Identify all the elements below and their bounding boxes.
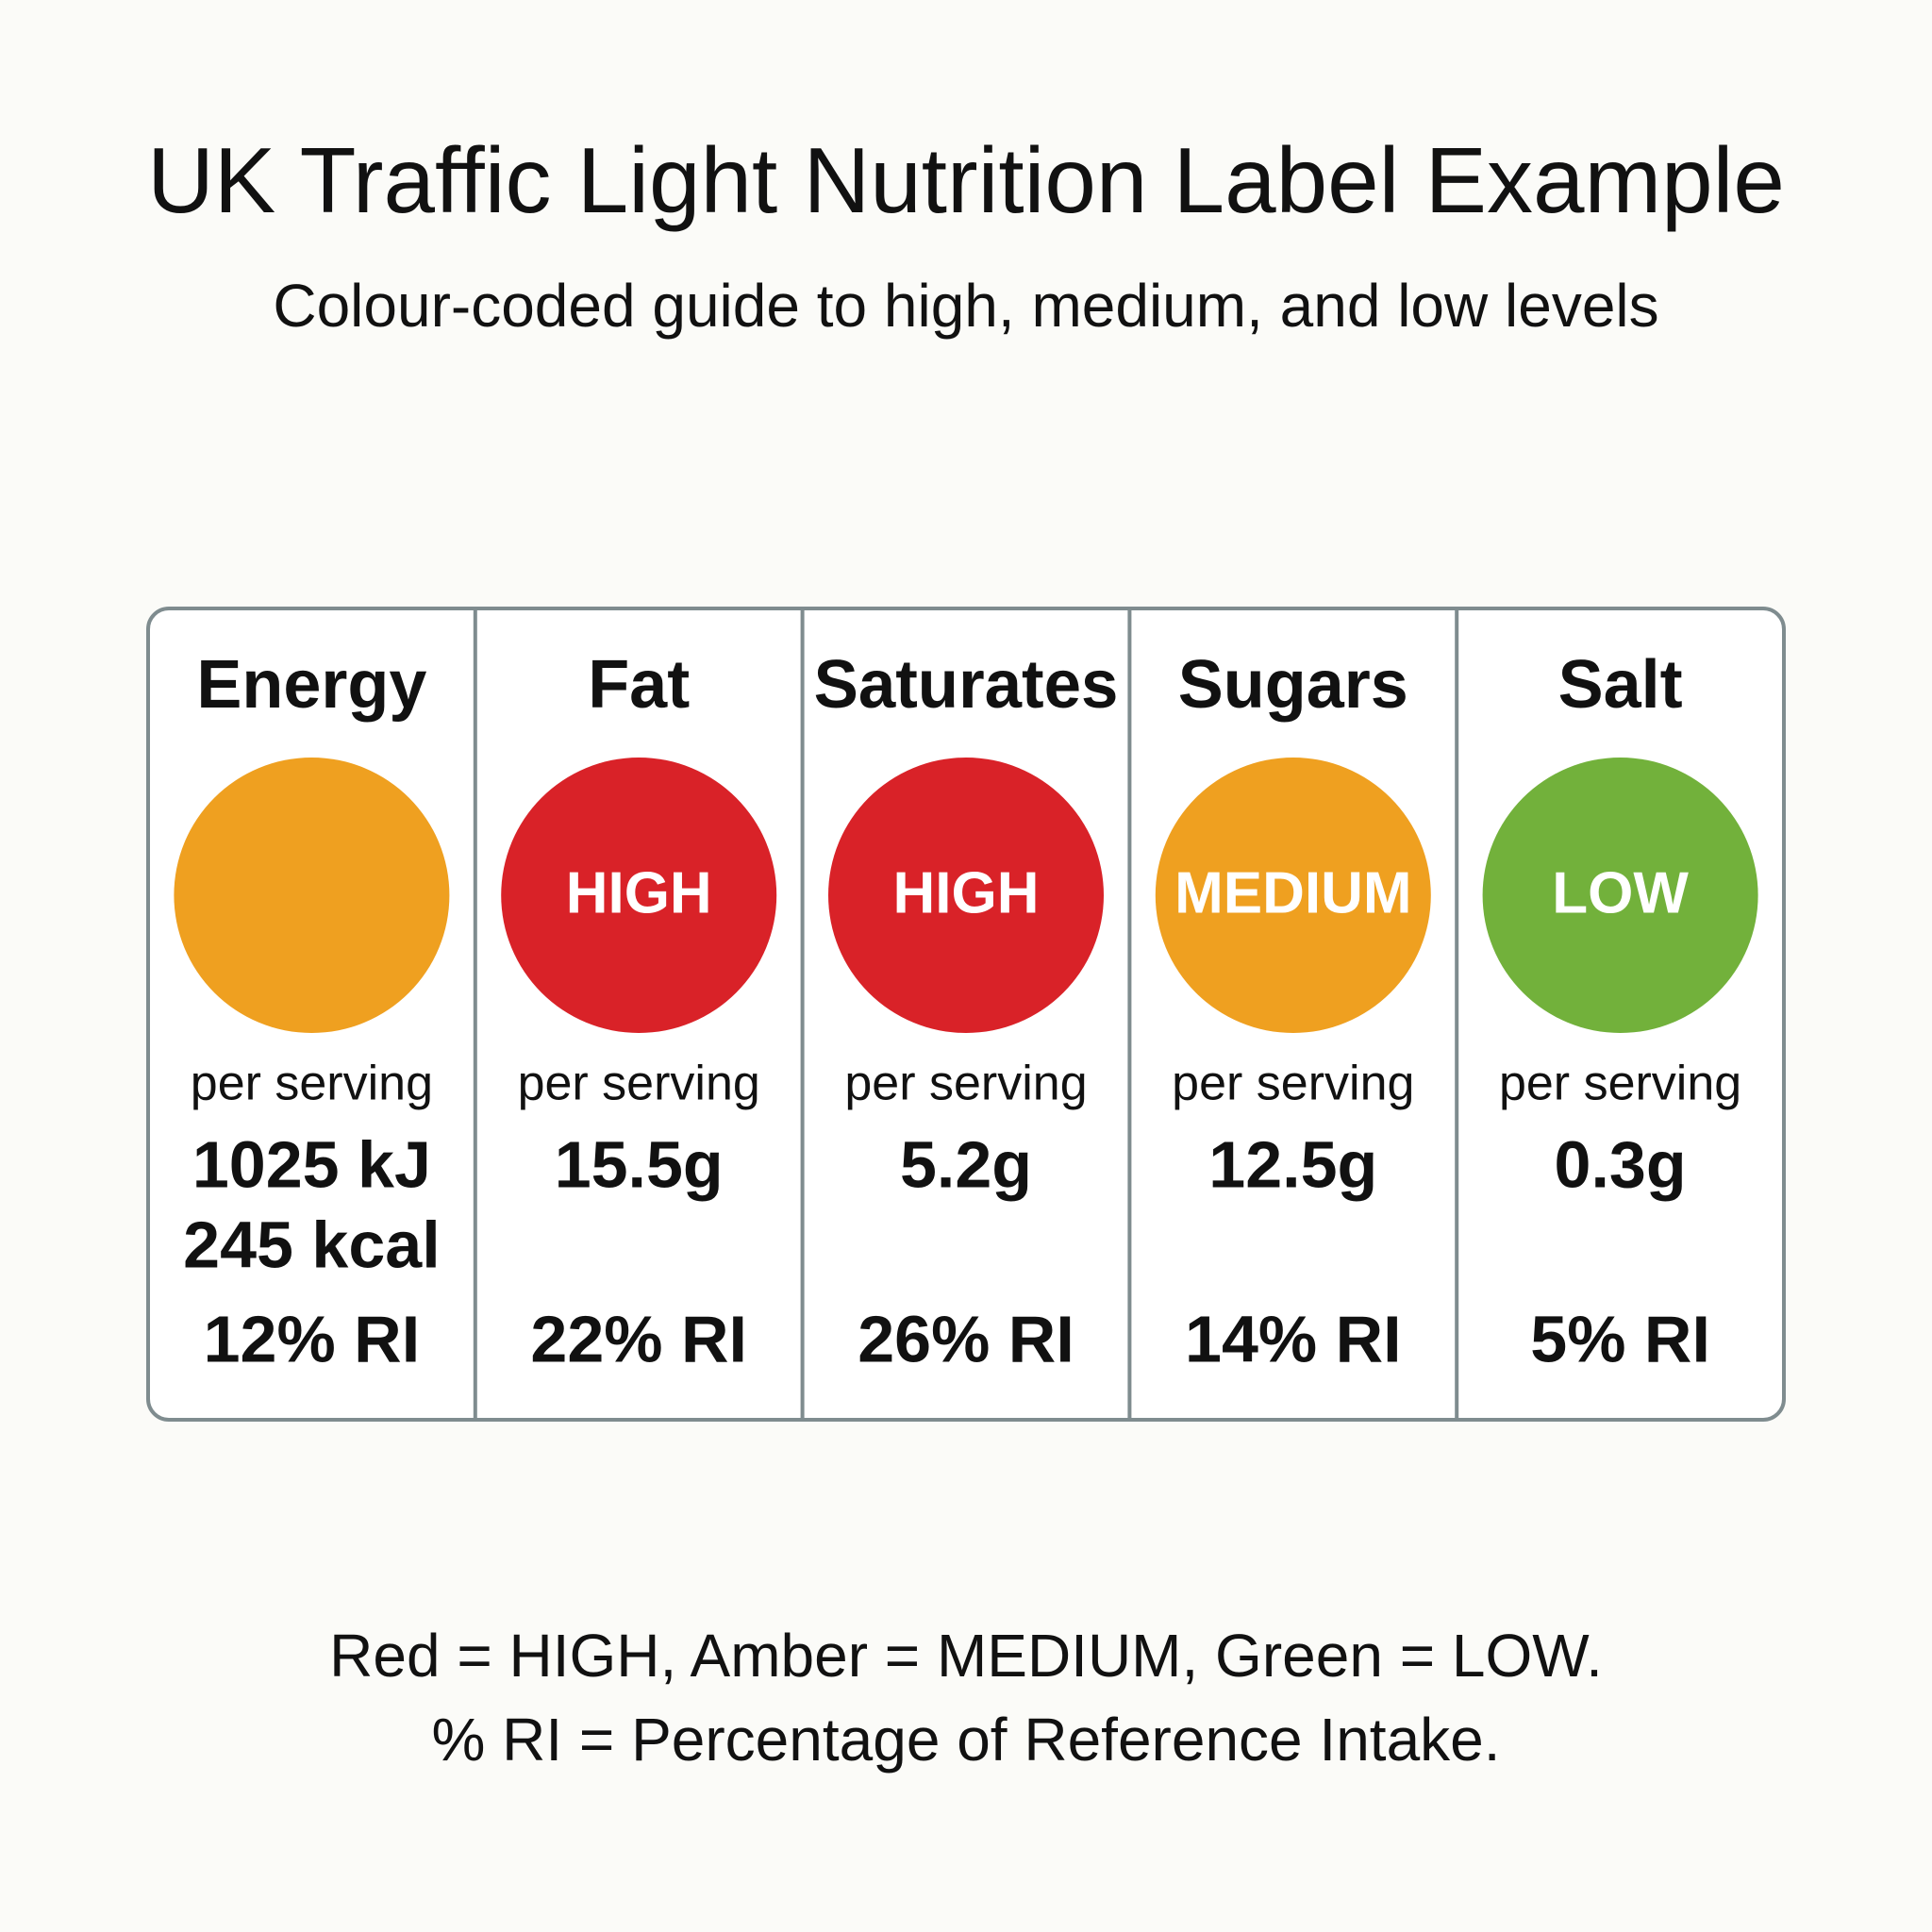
level-label: HIGH <box>566 860 712 925</box>
amount: 15.5g <box>555 1127 724 1201</box>
nutrient-name: Energy <box>196 647 426 723</box>
per-serving: per serving <box>1172 1057 1414 1111</box>
traffic-light <box>1155 758 1431 1033</box>
traffic-light <box>828 758 1104 1033</box>
title: UK Traffic Light Nutrition Label Example <box>147 128 1785 232</box>
ri-percent: 22% RI <box>530 1302 747 1375</box>
ri-percent: 26% RI <box>858 1302 1074 1375</box>
per-serving: per serving <box>844 1057 1087 1111</box>
amount: 245 kcal <box>183 1208 440 1281</box>
ri-percent: 14% RI <box>1185 1302 1402 1375</box>
level-label: MEDIUM <box>1174 860 1411 925</box>
amount: 12.5g <box>1208 1127 1377 1201</box>
ri-percent: 12% RI <box>204 1302 421 1375</box>
per-serving: per serving <box>1499 1057 1741 1111</box>
traffic-light <box>1482 758 1758 1033</box>
footer-line: Red = HIGH, Amber = MEDIUM, Green = LOW. <box>329 1622 1603 1690</box>
subtitle: Colour-coded guide to high, medium, and … <box>273 272 1658 340</box>
per-serving: per serving <box>191 1057 433 1111</box>
amount: 0.3g <box>1555 1127 1687 1201</box>
level-label: LOW <box>1552 860 1689 925</box>
per-serving: per serving <box>518 1057 760 1111</box>
nutrient-name: Salt <box>1558 647 1683 723</box>
traffic-light <box>174 758 450 1033</box>
nutrient-name: Saturates <box>814 647 1119 723</box>
amount: 5.2g <box>900 1127 1032 1201</box>
nutrient-name: Sugars <box>1178 647 1408 723</box>
traffic-light <box>501 758 777 1033</box>
amount: 1025 kJ <box>192 1127 431 1201</box>
ri-percent: 5% RI <box>1530 1302 1710 1375</box>
level-label: HIGH <box>893 860 1040 925</box>
footer-line: % RI = Percentage of Reference Intake. <box>431 1706 1500 1774</box>
nutrient-name: Fat <box>588 647 690 723</box>
